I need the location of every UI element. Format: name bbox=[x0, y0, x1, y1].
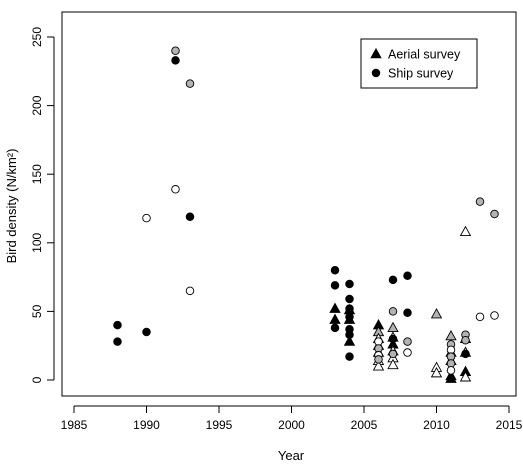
ship-survey-point bbox=[330, 265, 340, 275]
ship-survey-point bbox=[330, 323, 340, 333]
aerial-survey-point bbox=[430, 308, 443, 319]
legend-box bbox=[360, 38, 478, 89]
aerial-survey-point bbox=[459, 225, 472, 237]
ship-survey-point bbox=[345, 304, 354, 313]
ship-survey-point bbox=[446, 366, 456, 375]
ship-survey-point bbox=[113, 337, 122, 346]
ship-survey-point bbox=[345, 279, 354, 289]
aerial-survey-point bbox=[430, 367, 443, 378]
ship-survey-point bbox=[345, 312, 354, 322]
aerial-survey-point bbox=[343, 335, 356, 346]
x-tick-label: 2005 bbox=[351, 418, 378, 432]
aerial-survey-point bbox=[387, 358, 399, 370]
ship-survey-point bbox=[185, 286, 195, 296]
ship-survey-point bbox=[475, 312, 485, 322]
y-tick-label: 100 bbox=[30, 232, 44, 252]
y-tick-label: 150 bbox=[30, 164, 44, 184]
aerial-survey-point bbox=[445, 329, 457, 341]
ship-survey-point bbox=[113, 320, 122, 330]
legend-label: Aerial survey bbox=[388, 48, 461, 62]
y-tick-label: 200 bbox=[30, 95, 44, 115]
x-tick-label: 2000 bbox=[278, 418, 305, 432]
legend-circle-icon bbox=[371, 68, 381, 78]
ship-survey-point bbox=[388, 349, 398, 359]
legend-label: Ship survey bbox=[388, 67, 454, 81]
x-axis: 1985 1990 1995 2000 2005 2010 2015 bbox=[61, 405, 523, 432]
y-tick-label: 0 bbox=[30, 376, 44, 383]
ship-survey-point bbox=[403, 271, 412, 280]
ship-survey-point bbox=[330, 281, 340, 290]
ship-survey-point bbox=[388, 275, 398, 285]
ship-survey-point bbox=[403, 308, 412, 318]
ship-survey-point bbox=[185, 212, 195, 221]
ship-survey-point bbox=[403, 337, 412, 346]
plot-frame bbox=[61, 11, 517, 397]
ship-survey-point bbox=[142, 213, 151, 223]
y-axis: 0 50 100 150 200 250 bbox=[30, 27, 55, 383]
aerial-survey-point bbox=[387, 321, 399, 333]
ship-survey-point bbox=[142, 327, 151, 337]
ship-survey-point bbox=[171, 56, 180, 65]
aerial-survey-point bbox=[445, 372, 457, 383]
legend: Aerial survey Ship survey bbox=[360, 38, 478, 89]
ship-survey-point bbox=[490, 209, 499, 219]
ship-survey-point bbox=[461, 335, 470, 345]
y-axis-label: Bird density (N/km²) bbox=[4, 149, 19, 264]
aerial-survey-point bbox=[329, 313, 341, 324]
ship-survey-point bbox=[475, 197, 485, 206]
ship-survey-point bbox=[461, 349, 470, 359]
x-tick-label: 2010 bbox=[423, 418, 450, 432]
ship-survey-point bbox=[388, 307, 398, 316]
aerial-survey-point bbox=[372, 360, 385, 371]
y-tick-label: 50 bbox=[30, 304, 44, 318]
aerial-survey-point bbox=[329, 302, 341, 313]
ship-survey-point bbox=[403, 348, 412, 357]
ship-survey-point bbox=[388, 334, 398, 344]
ship-survey-point bbox=[345, 294, 354, 304]
x-tick-label: 2015 bbox=[496, 418, 523, 432]
ship-survey-point bbox=[171, 46, 180, 55]
ship-survey-point bbox=[345, 330, 354, 339]
x-tick-label: 1985 bbox=[61, 418, 88, 432]
data-points bbox=[113, 46, 499, 383]
legend-triangle-icon bbox=[370, 47, 382, 59]
x-axis-label: Year bbox=[278, 448, 305, 463]
x-tick-label: 1995 bbox=[206, 418, 233, 432]
x-tick-label: 1990 bbox=[133, 418, 160, 432]
ship-survey-point bbox=[171, 185, 180, 194]
ship-survey-point bbox=[185, 79, 195, 88]
ship-survey-point bbox=[490, 311, 499, 320]
aerial-survey-point bbox=[459, 371, 472, 382]
ship-survey-point bbox=[345, 352, 354, 361]
y-tick-label: 250 bbox=[30, 27, 44, 47]
ship-survey-point bbox=[374, 355, 383, 364]
